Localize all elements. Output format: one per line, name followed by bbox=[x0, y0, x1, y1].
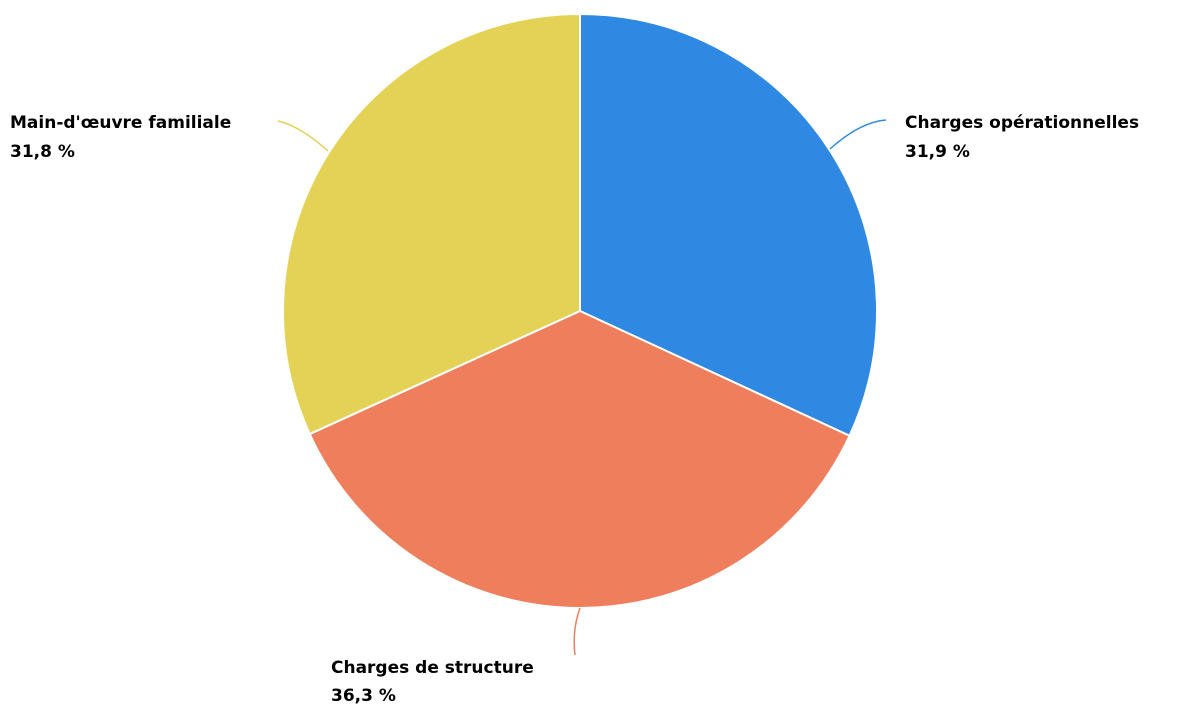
leader-lines bbox=[277, 119, 887, 656]
slice-label-charges-de-structure: Charges de structure bbox=[331, 658, 534, 678]
leader-main-doeuvre-familiale bbox=[277, 120, 329, 152]
slice-label-charges-operationnelles: Charges opérationnelles bbox=[905, 113, 1139, 133]
leader-charges-de-structure bbox=[573, 607, 581, 656]
pie-slices bbox=[282, 13, 878, 609]
slice-charges-operationnelles bbox=[579, 13, 878, 437]
slice-value-charges-de-structure: 36,3 % bbox=[331, 686, 396, 704]
slice-main-doeuvre-familiale bbox=[282, 13, 581, 436]
leader-charges-operationnelles bbox=[829, 119, 887, 150]
slice-label-main-doeuvre-familiale: Main-d'œuvre familiale bbox=[10, 113, 231, 133]
slice-charges-de-structure bbox=[308, 310, 851, 609]
slice-value-charges-operationnelles: 31,9 % bbox=[905, 142, 970, 162]
slice-value-main-doeuvre-familiale: 31,8 % bbox=[10, 142, 75, 162]
